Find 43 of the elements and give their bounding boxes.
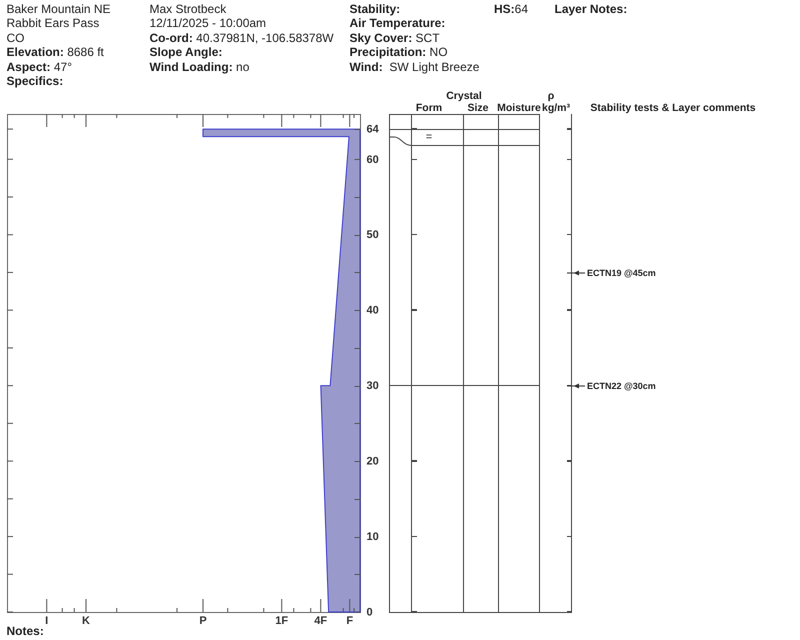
- text: Aspect: 47°: [6, 60, 72, 74]
- text: Wind Loading: no: [150, 60, 250, 74]
- y-tick-label: 64: [366, 124, 380, 136]
- y-tick-label: 0: [366, 606, 373, 618]
- text: Sky Cover: SCT: [350, 30, 440, 45]
- text: Crystal: [446, 89, 482, 103]
- text: Elevation: 8686 ft: [6, 45, 104, 60]
- text: HS:64: [494, 2, 528, 16]
- text: Slope Angle:: [150, 45, 222, 60]
- text: P: [199, 614, 207, 628]
- text: Rabbit Ears Pass: [6, 16, 100, 30]
- text: Precipitation: NO: [350, 45, 448, 60]
- text: =: [426, 130, 432, 144]
- y-tick-label: 10: [366, 531, 379, 544]
- text: F: [346, 614, 354, 628]
- text: K: [82, 614, 90, 628]
- text: Baker Mountain NE: [6, 2, 111, 16]
- y-tick-label: 40: [366, 304, 379, 317]
- text: Size: [467, 102, 489, 115]
- y-tick-label: 50: [366, 229, 379, 242]
- text: Wind: SW Light Breeze: [350, 60, 480, 74]
- text: 1F: [275, 614, 288, 628]
- text: Co-ord: 40.37981N, -106.58378W: [150, 30, 334, 45]
- text: ρ: [548, 89, 554, 103]
- text: ECTN19 @45cm: [587, 266, 656, 280]
- y-tick-label: 60: [366, 154, 379, 166]
- text: Specifics:: [6, 74, 64, 88]
- text: ECTN22 @30cm: [587, 380, 656, 393]
- text: Notes:: [6, 624, 44, 638]
- text: Stability tests & Layer comments: [590, 101, 756, 115]
- text: Form: [416, 101, 442, 115]
- text: CO: [6, 30, 24, 45]
- text: Moisture: [497, 101, 541, 115]
- text: Layer Notes:: [554, 2, 628, 16]
- text: kg/m³: [542, 102, 570, 115]
- text: Air Temperature:: [350, 16, 446, 30]
- y-tick-label: 30: [366, 380, 379, 392]
- text: Stability:: [350, 2, 400, 16]
- text: I: [45, 614, 48, 628]
- text: Max Strotbeck: [150, 2, 226, 16]
- text: 12/11/2025 - 10:00am: [150, 16, 266, 30]
- text: 4F: [314, 614, 328, 628]
- y-tick-label: 20: [366, 456, 379, 468]
